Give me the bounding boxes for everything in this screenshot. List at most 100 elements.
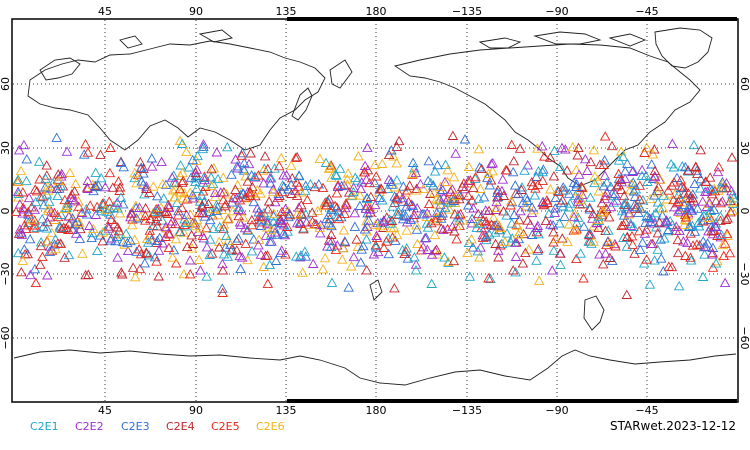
observation-marker: [533, 243, 544, 254]
observation-marker: [370, 240, 382, 250]
observation-marker: [219, 200, 231, 211]
observation-marker: [37, 251, 48, 262]
observation-marker: [553, 186, 564, 196]
observation-marker: [569, 208, 580, 218]
bottom-lon-label: 180: [366, 404, 387, 417]
observation-marker: [712, 166, 724, 177]
observation-marker: [332, 240, 343, 250]
observation-marker: [348, 182, 359, 192]
observation-marker: [359, 224, 371, 234]
observation-marker: [134, 202, 145, 212]
observation-marker: [695, 173, 706, 184]
observation-marker: [649, 144, 660, 154]
observation-marker: [173, 205, 184, 216]
observation-marker: [601, 203, 612, 213]
observation-marker: [719, 238, 731, 248]
observation-marker: [42, 236, 53, 246]
observation-marker: [710, 258, 722, 268]
observation-marker: [667, 138, 678, 148]
observation-marker: [36, 213, 48, 224]
observation-marker: [696, 212, 708, 222]
observation-marker: [190, 167, 201, 178]
observation-marker: [628, 221, 639, 231]
observation-marker: [658, 265, 669, 276]
observation-marker: [570, 225, 581, 235]
observation-marker: [175, 186, 187, 197]
observation-marker: [253, 234, 265, 244]
observation-marker: [537, 166, 548, 177]
observation-marker: [462, 247, 473, 258]
observation-marker: [668, 194, 679, 205]
observation-marker: [415, 178, 426, 189]
observation-marker: [716, 229, 727, 239]
observation-marker: [550, 192, 561, 203]
observation-marker: [438, 192, 449, 202]
observation-marker: [122, 245, 134, 256]
observation-marker: [246, 214, 258, 225]
observation-marker: [14, 199, 26, 209]
observation-marker: [207, 178, 219, 189]
observation-marker: [605, 201, 617, 212]
observation-marker: [56, 223, 68, 234]
observation-marker: [283, 184, 294, 194]
observation-marker: [167, 252, 178, 262]
observation-marker: [442, 176, 453, 186]
observation-marker: [501, 210, 512, 220]
kamchatka-coastline: [329, 59, 353, 89]
observation-marker: [697, 271, 709, 281]
observation-marker: [501, 228, 513, 238]
observation-marker: [697, 196, 708, 206]
observation-marker: [398, 181, 409, 191]
observation-marker: [142, 237, 154, 247]
observation-marker: [539, 198, 550, 209]
observation-marker: [599, 193, 611, 204]
observation-marker: [196, 190, 207, 200]
observation-marker: [320, 199, 332, 210]
observation-marker: [641, 254, 652, 264]
observation-marker: [117, 198, 129, 209]
observation-marker: [371, 230, 382, 240]
observation-marker: [239, 222, 251, 233]
observation-marker: [615, 174, 627, 185]
observation-marker: [554, 218, 565, 228]
observation-marker: [348, 251, 360, 262]
observation-marker: [77, 248, 88, 258]
observation-marker: [393, 135, 405, 146]
observation-marker: [18, 139, 30, 150]
observation-marker: [576, 182, 588, 192]
observation-marker: [141, 233, 153, 244]
observation-marker: [587, 208, 599, 219]
observation-marker: [491, 196, 502, 207]
observation-marker: [599, 170, 611, 180]
observation-marker: [508, 155, 520, 166]
observation-marker: [140, 210, 151, 220]
observation-marker: [520, 247, 531, 258]
observation-marker: [491, 192, 503, 202]
observation-marker: [472, 245, 484, 256]
observation-marker: [145, 213, 156, 224]
observation-marker: [21, 175, 32, 186]
observation-marker: [153, 271, 164, 281]
observation-marker: [516, 182, 528, 192]
observation-marker: [475, 183, 486, 193]
observation-marker: [144, 187, 155, 197]
observation-marker: [514, 143, 526, 153]
observation-marker: [276, 245, 287, 255]
observation-marker: [627, 166, 638, 176]
observation-marker: [680, 212, 692, 222]
observation-marker: [324, 219, 336, 229]
observation-marker: [529, 190, 541, 200]
observation-marker: [151, 215, 162, 226]
observation-marker: [209, 187, 221, 197]
observation-marker: [634, 194, 645, 204]
observation-marker: [359, 160, 371, 170]
observation-marker: [422, 175, 434, 185]
observation-marker: [59, 203, 71, 214]
observation-marker: [218, 186, 230, 197]
observation-marker: [141, 248, 153, 258]
observation-marker: [201, 271, 212, 281]
observation-marker: [398, 209, 409, 220]
observation-marker: [146, 161, 158, 171]
observation-marker: [186, 229, 197, 240]
observation-marker: [689, 226, 701, 236]
